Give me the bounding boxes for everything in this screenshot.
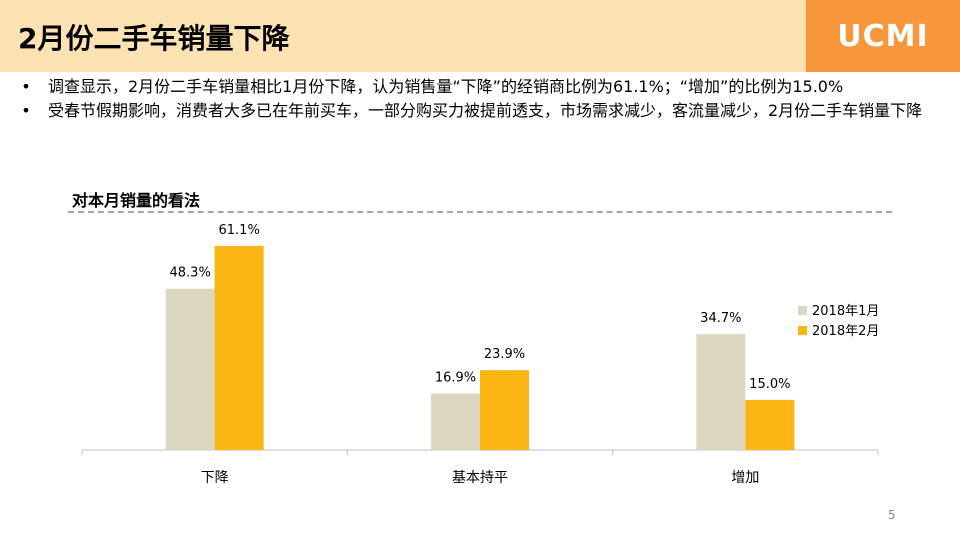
bullet-dot-icon: •	[21, 101, 31, 120]
data-label: 16.9%	[435, 371, 476, 386]
chart-title-divider	[68, 211, 892, 213]
legend-label: 2018年2月	[812, 324, 879, 339]
chart-title: 对本月销量的看法	[72, 191, 201, 210]
bar	[165, 288, 215, 450]
data-label: 34.7%	[700, 311, 741, 326]
logo-text: UCMI	[837, 18, 929, 54]
bullet-dot-icon: •	[21, 77, 31, 96]
legend-swatch	[798, 326, 807, 335]
legend-label: 2018年1月	[812, 304, 879, 319]
bullet-text: 受春节假期影响，消费者大多已在年前买车，一部分购买力被提前透支，市场需求减少，客…	[48, 101, 923, 120]
data-label: 48.3%	[170, 266, 211, 281]
bullet-item: • 调查显示，2月份二手车销量相比1月份下降，认为销售量“下降”的经销商比例为6…	[16, 77, 946, 97]
bar	[745, 399, 795, 450]
data-label: 23.9%	[484, 347, 525, 362]
data-label: 61.1%	[219, 223, 260, 238]
bullet-list: • 调查显示，2月份二手车销量相比1月份下降，认为销售量“下降”的经销商比例为6…	[16, 77, 946, 125]
x-tick-label: 增加	[731, 470, 759, 486]
page-title: 2月份二手车销量下降	[18, 22, 290, 55]
bullet-text: 调查显示，2月份二手车销量相比1月份下降，认为销售量“下降”的经销商比例为61.…	[48, 77, 844, 96]
bar	[696, 334, 746, 450]
legend-swatch	[798, 306, 807, 315]
title-bar: 2月份二手车销量下降	[0, 0, 806, 72]
x-tick-label: 基本持平	[452, 469, 508, 486]
bar	[214, 245, 264, 450]
brand-logo: UCMI	[806, 0, 960, 72]
bar	[431, 393, 480, 450]
bullet-item: • 受春节假期影响，消费者大多已在年前买车，一部分购买力被提前透支，市场需求减少…	[16, 101, 946, 121]
x-tick-label: 下降	[201, 470, 229, 486]
bar	[480, 370, 529, 450]
data-label: 15.0%	[749, 377, 790, 392]
page-number: 5	[888, 508, 896, 522]
